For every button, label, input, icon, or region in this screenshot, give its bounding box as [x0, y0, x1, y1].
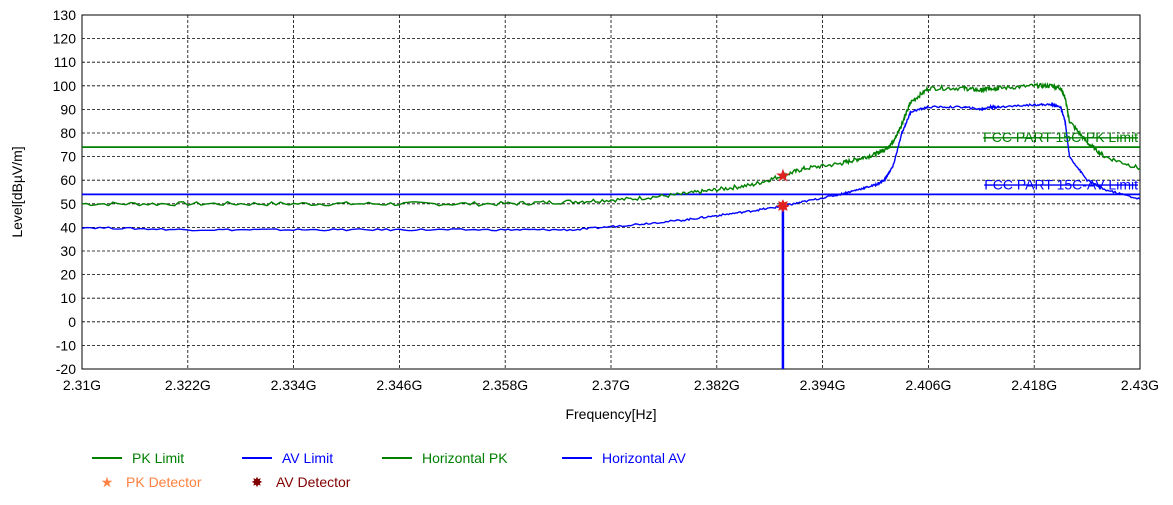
legend: PK Limit AV Limit Horizontal PK Horizont… [92, 448, 792, 498]
legend-label-horizontal-av: Horizontal AV [602, 450, 686, 466]
y-tick-label: 10 [60, 290, 76, 306]
legend-item-pk-detector: ★ PK Detector [92, 472, 202, 492]
legend-label-pk-limit: PK Limit [132, 450, 185, 466]
y-tick-label: 20 [60, 267, 76, 283]
x-tick-label: 2.418G [1011, 377, 1057, 393]
legend-swatch-horizontal-av [562, 457, 592, 459]
legend-label-av-detector: AV Detector [276, 474, 351, 490]
legend-item-horizontal-pk: Horizontal PK [382, 448, 508, 468]
y-tick-label: 0 [68, 314, 76, 330]
legend-item-pk-limit: PK Limit [92, 448, 184, 468]
x-tick-label: 2.37G [592, 377, 630, 393]
legend-swatch-pk-limit [92, 457, 122, 459]
y-tick-label: 30 [60, 243, 76, 259]
legend-swatch-av-limit [242, 457, 272, 459]
legend-label-av-limit: AV Limit [282, 450, 334, 466]
horizontal-pk-trace [81, 81, 1141, 207]
x-tick-label: 2.31G [63, 377, 101, 393]
x-tick-label: 2.358G [482, 377, 528, 393]
legend-item-av-detector: ✸ AV Detector [242, 472, 350, 492]
legend-item-horizontal-av: Horizontal AV [562, 448, 686, 468]
y-tick-label: 90 [60, 101, 76, 117]
legend-pk-detector-icon: ★ [100, 473, 114, 490]
x-tick-label: 2.382G [694, 377, 740, 393]
pk-detector-marker: ★ [775, 166, 791, 186]
x-tick-label: 2.43G [1121, 377, 1159, 393]
y-axis-label: Level[dBµV/m] [9, 146, 25, 237]
x-tick-label: 2.406G [905, 377, 951, 393]
av-limit-label: FCC PART 15C-AV Limit [984, 176, 1138, 192]
x-tick-label: 2.394G [800, 377, 846, 393]
av-detector-marker: ✸ [775, 197, 790, 217]
pk-limit-label: FCC PART 15C-PK Limit [983, 129, 1138, 145]
x-tick-label: 2.346G [376, 377, 422, 393]
legend-label-horizontal-pk: Horizontal PK [422, 450, 508, 466]
y-tick-label: 70 [60, 149, 76, 165]
y-tick-label: 100 [53, 78, 77, 94]
legend-swatch-horizontal-pk [382, 457, 412, 459]
y-tick-label: 60 [60, 172, 76, 188]
horizontal-av-trace [81, 101, 1141, 232]
y-tick-label: 80 [60, 125, 76, 141]
y-tick-label: -20 [56, 361, 76, 377]
y-tick-label: -10 [56, 337, 76, 353]
legend-label-pk-detector: PK Detector [126, 474, 202, 490]
x-axis-label: Frequency[Hz] [565, 406, 656, 422]
x-tick-label: 2.322G [165, 377, 211, 393]
legend-item-av-limit: AV Limit [242, 448, 333, 468]
y-tick-label: 40 [60, 219, 76, 235]
y-tick-label: 110 [54, 54, 77, 70]
x-tick-label: 2.334G [271, 377, 317, 393]
legend-av-detector-icon: ✸ [251, 473, 263, 490]
y-tick-label: 50 [60, 196, 76, 212]
y-tick-label: 120 [53, 31, 77, 47]
y-tick-label: 130 [53, 7, 77, 23]
